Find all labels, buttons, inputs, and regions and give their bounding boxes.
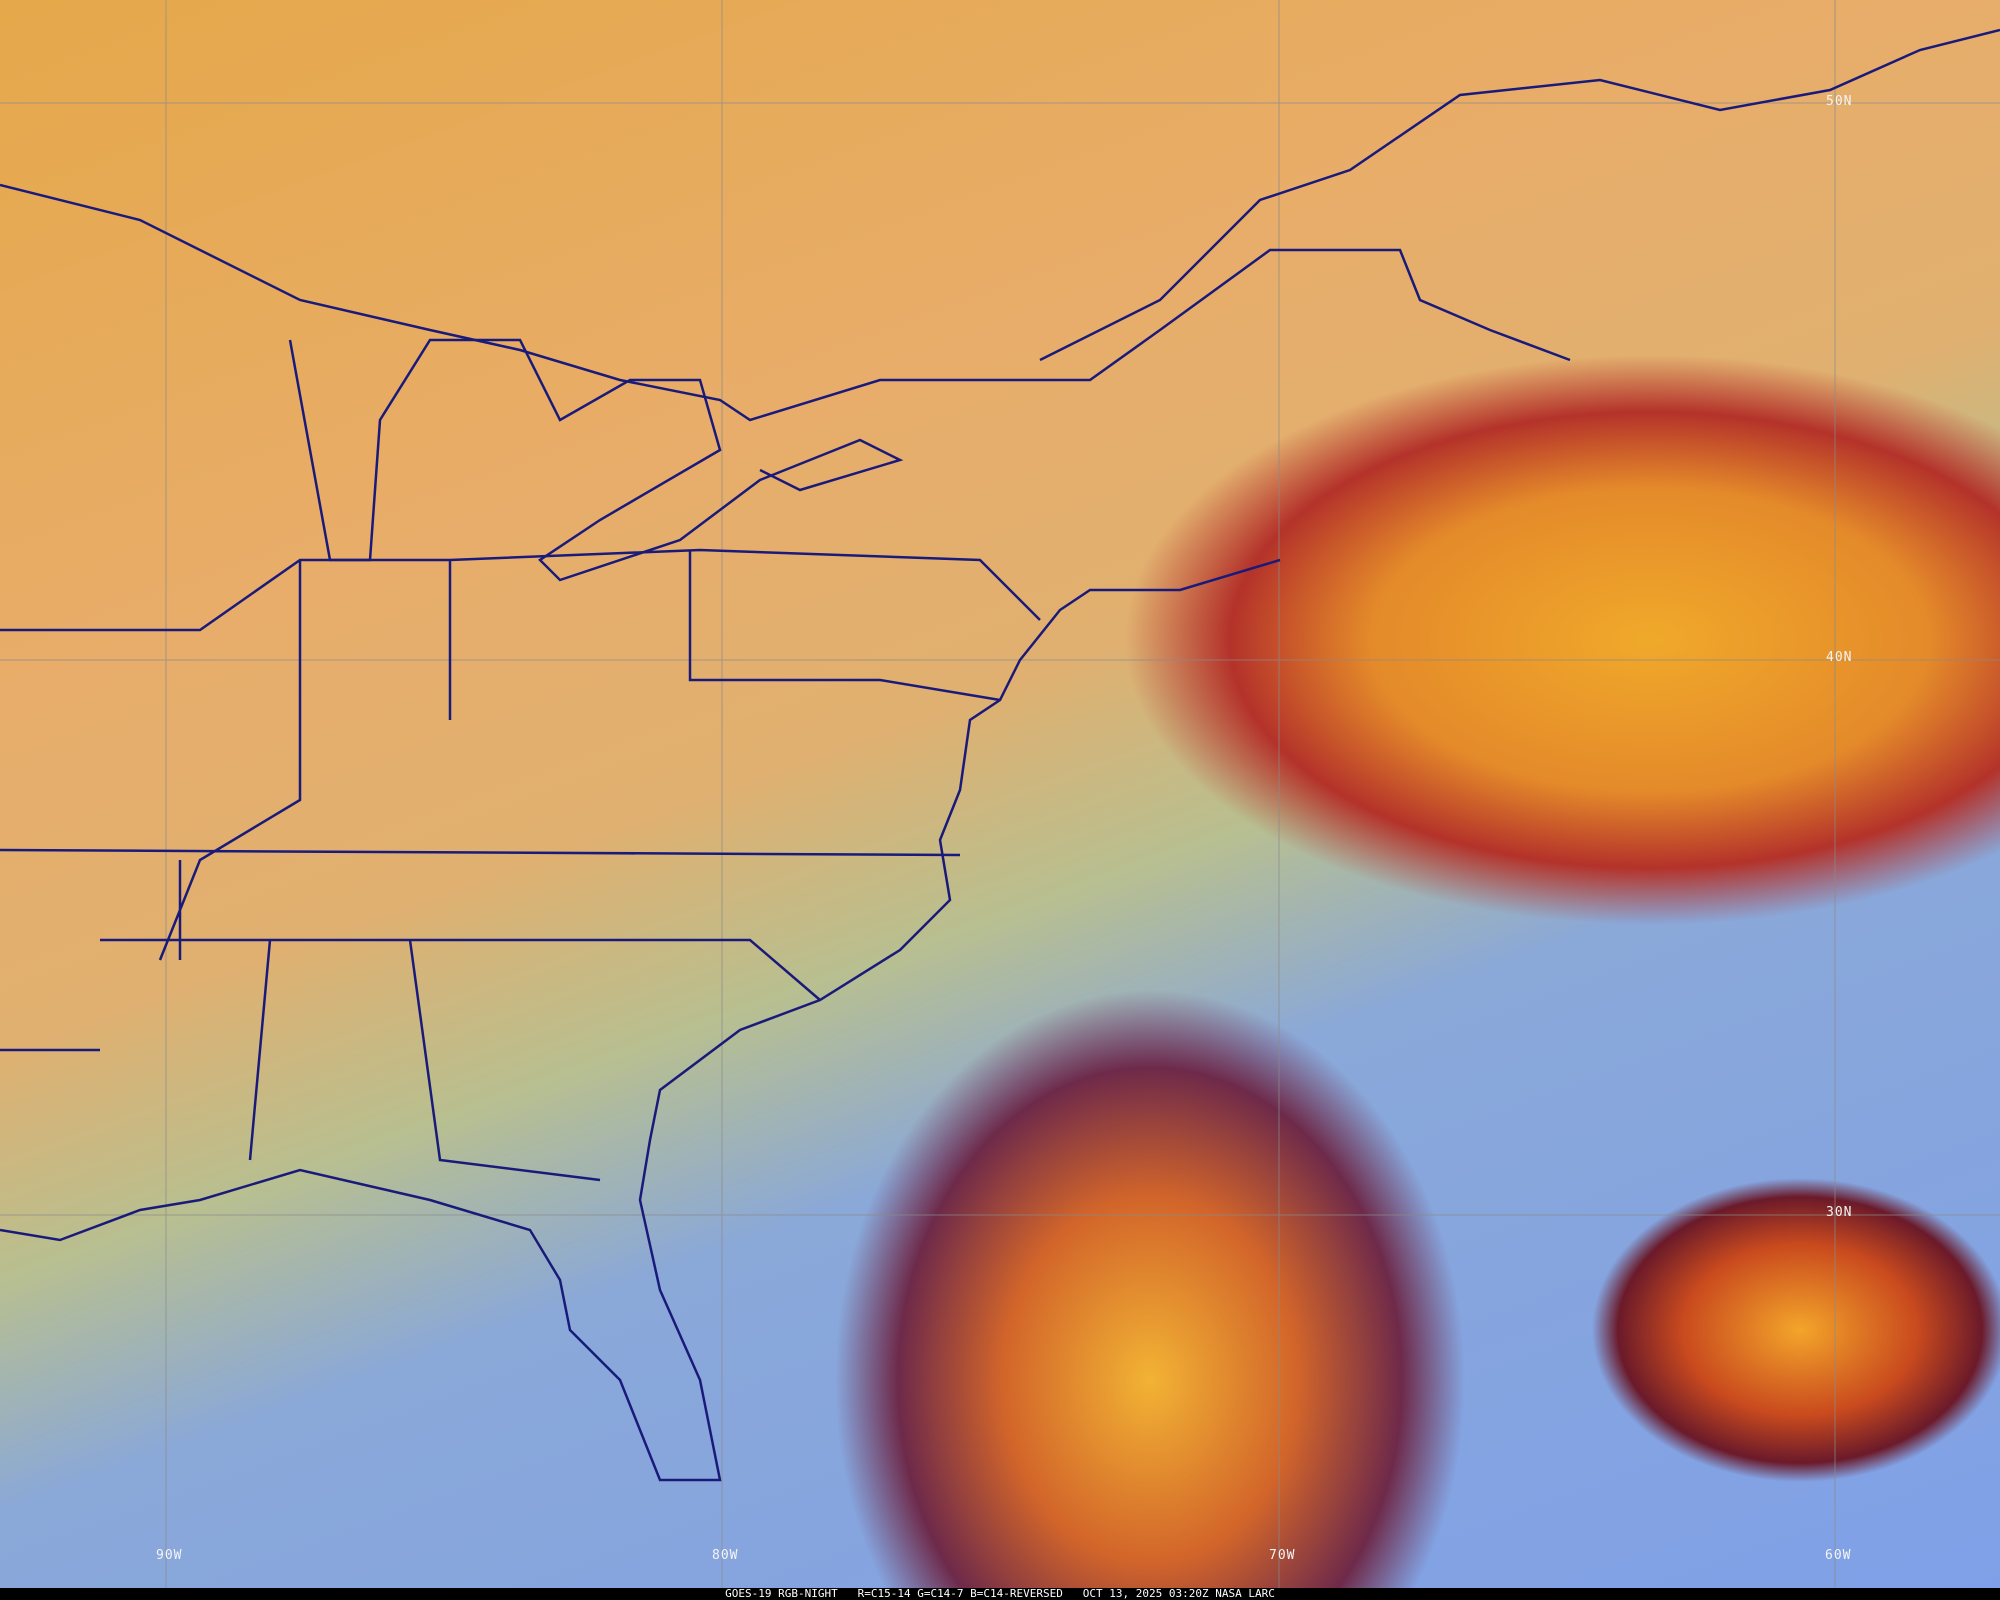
lon-label-80w: 80W: [712, 1548, 739, 1563]
caption-product: GOES-19 RGB-NIGHT: [725, 1587, 838, 1600]
lat-label-30n: 30N: [1826, 1205, 1853, 1220]
canada-coast: [1039, 28, 2000, 362]
lat-label-50n: 50N: [1826, 94, 1853, 109]
lon-label-60w: 60W: [1825, 1548, 1852, 1563]
lon-label-70w: 70W: [1269, 1548, 1296, 1563]
us-canada-border: [0, 183, 1571, 422]
coastlines-and-borders: [0, 28, 2000, 1482]
great-lakes: [288, 338, 904, 582]
lat-label-40n: 40N: [1826, 650, 1853, 665]
state-borders: [0, 548, 1041, 1182]
caption-source: NASA LARC: [1215, 1587, 1275, 1600]
caption-timestamp: OCT 13, 2025 03:20Z: [1082, 1587, 1209, 1600]
us-east-coast: [0, 558, 1281, 1482]
caption-recipe: R=C15-14 G=C14-7 B=C14-REVERSED: [857, 1587, 1063, 1600]
image-caption-bar: GOES-19 RGB-NIGHT R=C15-14 G=C14-7 B=C14…: [0, 1588, 2000, 1600]
lon-label-90w: 90W: [156, 1548, 183, 1563]
